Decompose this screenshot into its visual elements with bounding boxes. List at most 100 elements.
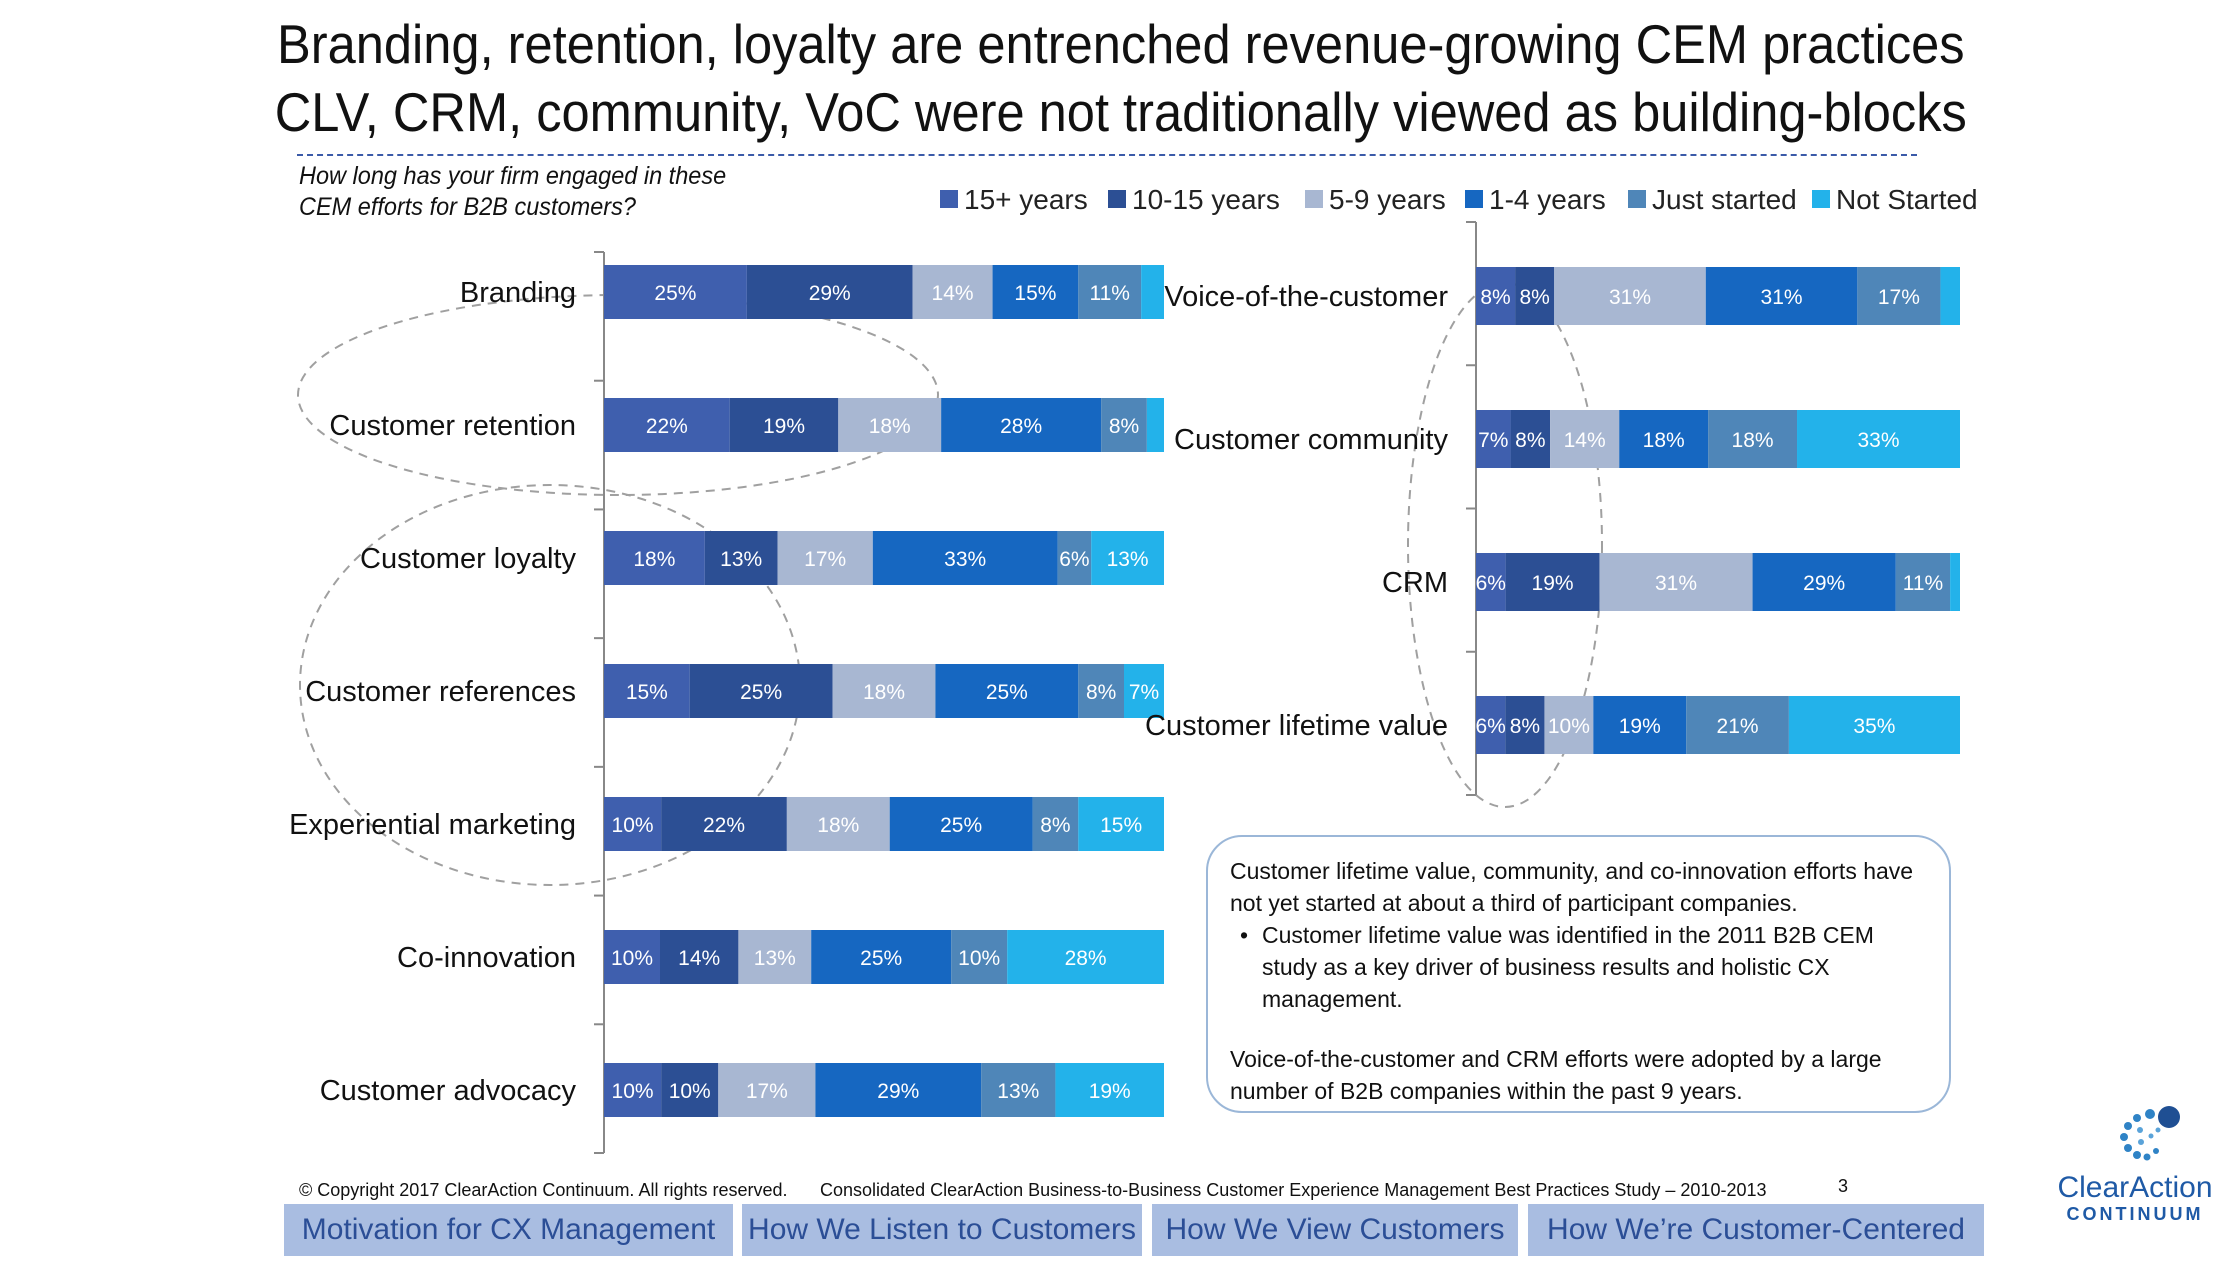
data-label: 8% bbox=[1480, 286, 1510, 309]
bar-segment bbox=[1593, 696, 1687, 754]
survey-question: How long has your firm engaged in these … bbox=[299, 161, 726, 223]
bar-segment bbox=[604, 398, 730, 452]
category-label: Voice-of-the-customer bbox=[1164, 281, 1448, 313]
data-label: 8% bbox=[1040, 814, 1070, 837]
data-label: 28% bbox=[1065, 947, 1107, 970]
data-label: 8% bbox=[1109, 415, 1139, 438]
data-label: 15% bbox=[1100, 814, 1142, 837]
data-label: 10% bbox=[611, 947, 653, 970]
callout-paragraph-1: Customer lifetime value, community, and … bbox=[1230, 858, 1914, 916]
logo-subtitle: CONTINUUM bbox=[2066, 1204, 2204, 1224]
title-line-1: Branding, retention, loyalty are entrenc… bbox=[277, 13, 1965, 75]
nav-tab-listen[interactable]: How We Listen to Customers bbox=[742, 1204, 1142, 1256]
category-label: Customer community bbox=[1174, 424, 1448, 456]
bar-segment bbox=[1550, 410, 1620, 468]
bar-segment bbox=[941, 398, 1102, 452]
legend-item: Just started bbox=[1628, 184, 1797, 216]
legend-item: 15+ years bbox=[940, 184, 1088, 216]
data-label: 14% bbox=[932, 282, 974, 305]
bar-segment bbox=[811, 930, 952, 984]
bar-segment bbox=[889, 797, 1033, 851]
bar-segment bbox=[604, 930, 660, 984]
legend-label: 15+ years bbox=[964, 184, 1088, 215]
bar-segment bbox=[1950, 553, 1960, 611]
data-label: 33% bbox=[944, 548, 986, 571]
data-label: 10% bbox=[1548, 715, 1590, 738]
legend-label: Just started bbox=[1652, 184, 1797, 215]
bar-segment bbox=[1599, 553, 1753, 611]
title-divider bbox=[297, 154, 1917, 156]
data-label: 13% bbox=[720, 548, 762, 571]
nav-tab-centered[interactable]: How We’re Customer-Centered bbox=[1528, 1204, 1984, 1256]
data-label: 17% bbox=[1878, 286, 1920, 309]
bar-segment bbox=[661, 1063, 719, 1117]
legend-swatch bbox=[1305, 190, 1323, 208]
data-label: 10% bbox=[669, 1080, 711, 1103]
insight-callout: Customer lifetime value, community, and … bbox=[1206, 835, 1951, 1113]
data-label: 18% bbox=[1643, 429, 1685, 452]
bar-segment bbox=[1505, 553, 1600, 611]
bar-segment bbox=[1788, 696, 1960, 754]
legend-item: 10-15 years bbox=[1108, 184, 1280, 216]
data-label: 22% bbox=[646, 415, 688, 438]
bar-segment bbox=[604, 664, 690, 718]
data-label: 18% bbox=[869, 415, 911, 438]
data-label: 25% bbox=[986, 681, 1028, 704]
legend-item: Not Started bbox=[1812, 184, 1978, 216]
data-label: 33% bbox=[1857, 429, 1899, 452]
bar-segment bbox=[992, 265, 1079, 319]
legend-swatch bbox=[1465, 190, 1483, 208]
data-label: 19% bbox=[1089, 1080, 1131, 1103]
data-label: 31% bbox=[1655, 572, 1697, 595]
bar-segment bbox=[1705, 267, 1858, 325]
data-label: 29% bbox=[877, 1080, 919, 1103]
data-label: 10% bbox=[958, 947, 1000, 970]
bar-segment bbox=[1057, 531, 1092, 585]
callout-bullet: Customer lifetime value was identified i… bbox=[1240, 919, 1927, 1015]
bar-segment bbox=[1510, 410, 1551, 468]
bar-segment bbox=[1554, 267, 1706, 325]
nav-tab-view[interactable]: How We View Customers bbox=[1152, 1204, 1518, 1256]
bar-segment bbox=[1476, 696, 1506, 754]
slide-title: Branding, retention, loyalty are entrenc… bbox=[90, 10, 2151, 146]
bar-segment bbox=[661, 797, 787, 851]
logo-name: ClearAction bbox=[2057, 1171, 2213, 1204]
bar-segment bbox=[1055, 1063, 1164, 1117]
bar-segment bbox=[1078, 664, 1124, 718]
bar-segment bbox=[1146, 398, 1164, 452]
category-label: Customer advocacy bbox=[320, 1075, 577, 1107]
bar-segment bbox=[1686, 696, 1789, 754]
data-label: 18% bbox=[817, 814, 859, 837]
data-label: 14% bbox=[678, 947, 720, 970]
legend-item: 1-4 years bbox=[1465, 184, 1606, 216]
data-label: 6% bbox=[1059, 548, 1089, 571]
bar-segment bbox=[1619, 410, 1709, 468]
bar-segment bbox=[1515, 267, 1555, 325]
category-label: Customer lifetime value bbox=[1145, 710, 1448, 742]
data-label: 21% bbox=[1717, 715, 1759, 738]
study-source: Consolidated ClearAction Business-to-Bus… bbox=[820, 1180, 1767, 1200]
bar-segment bbox=[1476, 410, 1511, 468]
category-label: Customer loyalty bbox=[360, 543, 576, 575]
callout-bullets: Customer lifetime value was identified i… bbox=[1230, 919, 1927, 1015]
data-label: 13% bbox=[997, 1080, 1039, 1103]
bar-segment bbox=[746, 265, 913, 319]
legend-label: 10-15 years bbox=[1132, 184, 1280, 215]
bar-segment bbox=[981, 1063, 1056, 1117]
bar-segment bbox=[951, 930, 1008, 984]
bar-segment bbox=[912, 265, 993, 319]
bar-segment bbox=[604, 531, 705, 585]
bar-segment bbox=[838, 398, 942, 452]
clearaction-logo-icon bbox=[2120, 1106, 2180, 1161]
legend-label: Not Started bbox=[1836, 184, 1978, 215]
nav-tab-motivation[interactable]: Motivation for CX Management bbox=[284, 1204, 733, 1256]
bar-segment bbox=[815, 1063, 982, 1117]
bar-segment bbox=[1940, 267, 1960, 325]
bar-segment bbox=[689, 664, 833, 718]
data-label: 6% bbox=[1475, 715, 1505, 738]
legend-item: 5-9 years bbox=[1305, 184, 1446, 216]
data-label: 29% bbox=[809, 282, 851, 305]
legend-label: 1-4 years bbox=[1489, 184, 1606, 215]
data-label: 18% bbox=[1732, 429, 1774, 452]
